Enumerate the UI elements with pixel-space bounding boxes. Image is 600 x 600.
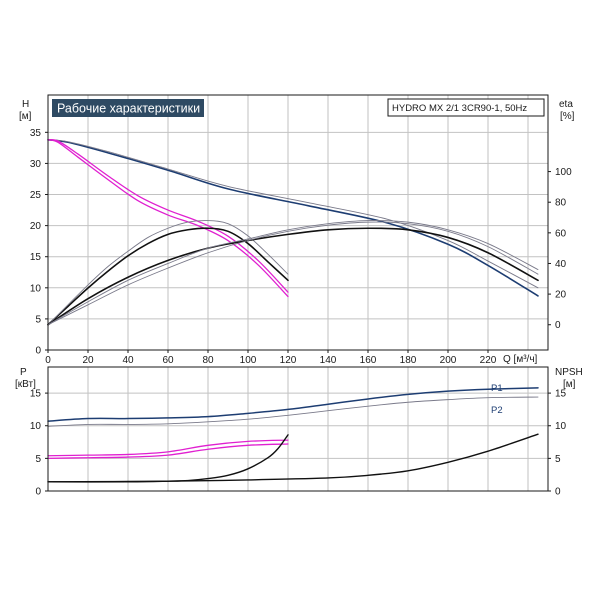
x-tick-label: 60 (162, 355, 174, 366)
npsh-tick-label: 0 (555, 487, 561, 498)
right-axis-unit-npsh: [м] (563, 379, 576, 390)
top-grid (48, 95, 548, 350)
bottom-series-line-3 (47, 443, 289, 460)
x-tick-label: 0 (45, 355, 51, 366)
bottom-grid (48, 367, 548, 491)
tick-labels: 0 20 40 60 80 100 120 140 160 180 200 2200510152025… (30, 128, 572, 498)
h-tick-label: 35 (30, 128, 42, 139)
plot-frames (47, 94, 549, 492)
model-label-box (387, 98, 545, 117)
model-label: HYDRO MX 2/1 3CR90-1, 50Hz (392, 103, 527, 114)
series-label-p2: P2 (491, 405, 503, 416)
h-tick-label: 25 (30, 190, 42, 201)
top-plot-frame (47, 94, 549, 351)
eta-tick-label: 0 (555, 320, 561, 331)
npsh-tick-label: 10 (555, 421, 567, 432)
h-tick-label: 0 (35, 346, 41, 357)
bottom-plot-frame (47, 366, 549, 492)
top-series-line-5 (47, 220, 289, 326)
x-tick-label: 220 (480, 355, 497, 366)
x-tick-label: 180 (400, 355, 417, 366)
top-series (47, 138, 539, 326)
top-series-line-8 (47, 221, 539, 326)
h-tick-label: 10 (30, 283, 42, 294)
x-axis-label: Q [м³/ч] (503, 354, 538, 365)
eta-tick-label: 60 (555, 228, 567, 239)
x-tick-label: 80 (202, 355, 214, 366)
h-tick-label: 20 (30, 221, 42, 232)
p-tick-label: 15 (30, 389, 42, 400)
left-axis-name-power: P (20, 367, 27, 378)
p-tick-label: 0 (35, 487, 41, 498)
p-tick-label: 10 (30, 421, 42, 432)
x-tick-label: 100 (240, 355, 257, 366)
h-tick-label: 30 (30, 159, 42, 170)
left-axis-unit-power: [кВт] (15, 379, 36, 390)
x-tick-label: 20 (82, 355, 94, 366)
chart-title-background (52, 99, 204, 117)
top-series-line-4 (47, 227, 289, 326)
left-axis-unit-head: [м] (19, 111, 32, 122)
top-series-line-0 (47, 138, 539, 297)
p-tick-label: 5 (35, 454, 41, 465)
chart-title: Рабочие характеристики (57, 102, 200, 116)
x-tick-label: 140 (320, 355, 337, 366)
top-series-line-6 (47, 227, 539, 326)
x-tick-label: 40 (122, 355, 134, 366)
x-tick-label: 160 (360, 355, 377, 366)
x-tick-label: 200 (440, 355, 457, 366)
x-tick-label: 120 (280, 355, 297, 366)
h-tick-label: 5 (35, 314, 41, 325)
top-series-line-1 (47, 139, 539, 289)
top-series-line-2 (47, 138, 289, 293)
npsh-tick-label: 15 (555, 389, 567, 400)
eta-tick-label: 40 (555, 259, 567, 270)
npsh-tick-label: 5 (555, 454, 561, 465)
bottom-series (47, 387, 539, 483)
top-series-line-7 (47, 220, 539, 326)
series-label-p1: P1 (491, 383, 503, 394)
right-axis-unit-eta: [%] (560, 111, 575, 122)
eta-tick-label: 20 (555, 290, 567, 301)
h-tick-label: 15 (30, 252, 42, 263)
left-axis-name-head: H (22, 99, 29, 110)
eta-tick-label: 80 (555, 198, 567, 209)
bottom-series-line-p1 (47, 387, 539, 422)
right-axis-name-npsh: NPSH (555, 367, 583, 378)
bottom-series-line-2 (47, 439, 289, 457)
top-series-line-3 (47, 139, 289, 298)
bottom-series-line-5 (47, 433, 539, 483)
eta-tick-label: 100 (555, 167, 572, 178)
right-axis-name-eta: eta (559, 99, 573, 110)
bottom-series-line-p2 (47, 396, 539, 427)
